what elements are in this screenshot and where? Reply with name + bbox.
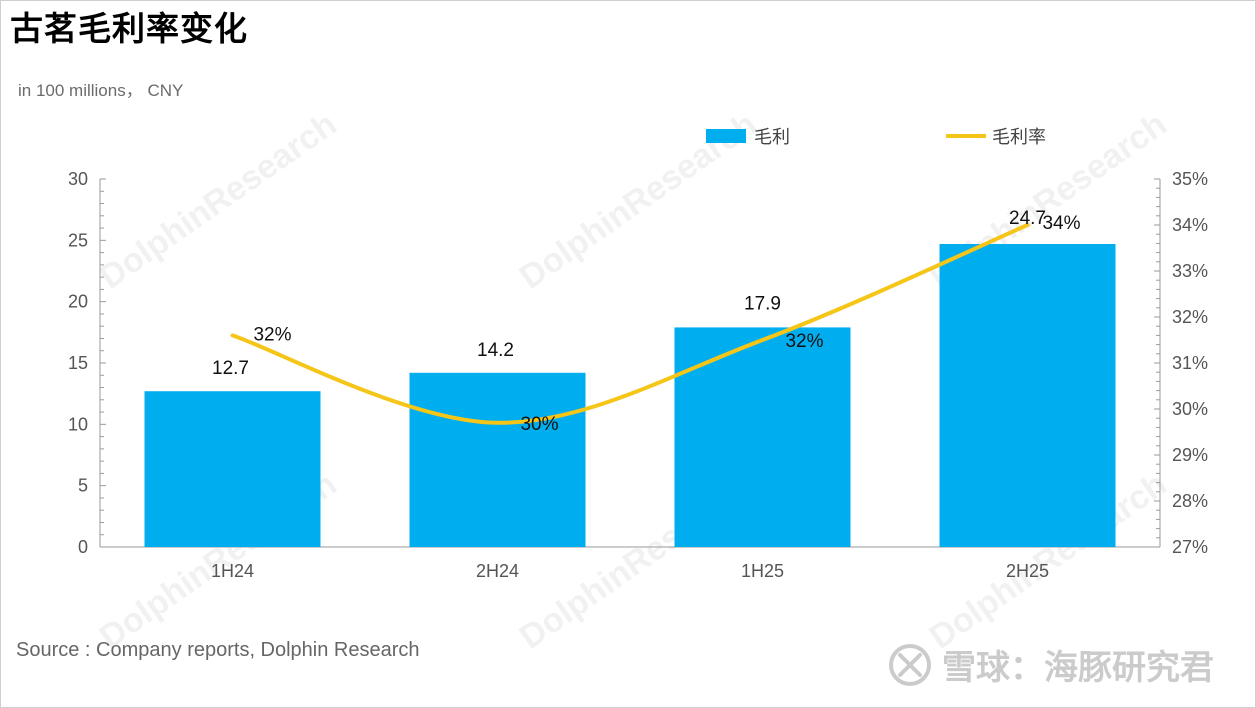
bar-value-label: 17.9	[744, 293, 781, 314]
y-right-tick-label: 28%	[1172, 491, 1208, 511]
x-tick-label: 2H24	[476, 561, 519, 581]
unit-note: in 100 millions， CNY	[18, 81, 184, 100]
legend-bar-label: 毛利	[754, 127, 790, 148]
chart-title: 古茗毛利率变化	[10, 9, 248, 48]
y-left-tick-label: 5	[78, 476, 88, 496]
x-tick-label: 2H25	[1006, 561, 1049, 581]
y-left-tick-label: 20	[68, 292, 88, 312]
y-left-tick-label: 25	[68, 230, 88, 250]
watermark-text: DolphinResearch	[93, 105, 344, 297]
brand-watermark: 雪球：海豚研究君	[888, 640, 1214, 689]
bar-value-label: 24.7	[1009, 208, 1046, 229]
line-value-label: 32%	[785, 331, 823, 352]
line-series	[230, 223, 1030, 425]
legend: 毛利 毛利率	[706, 127, 1046, 148]
axes: 0 5 10 15 20 25 30 27% 28% 29% 30% 31% 32% 33% 34% 35% 1…	[68, 169, 1208, 581]
y-right-tick-label: 34%	[1172, 215, 1208, 235]
bar-value-label: 14.2	[477, 340, 514, 361]
y-right-tick-label: 29%	[1172, 445, 1208, 465]
source-note: Source : Company reports, Dolphin Resear…	[16, 639, 420, 661]
y-right-tick-label: 33%	[1172, 261, 1208, 281]
y-right-tick-label: 30%	[1172, 399, 1208, 419]
legend-bar-swatch	[706, 129, 746, 143]
line-value-label: 34%	[1042, 213, 1080, 234]
x-tick-label: 1H25	[741, 561, 784, 581]
bar	[409, 372, 586, 547]
bar	[939, 244, 1116, 547]
y-right-tick-label: 31%	[1172, 353, 1208, 373]
y-left-tick-label: 10	[68, 414, 88, 434]
bar-series	[144, 244, 1116, 547]
legend-line-label: 毛利率	[992, 127, 1046, 148]
line-value-label: 30%	[520, 414, 558, 435]
y-left-tick-label: 30	[68, 169, 88, 189]
rate-line	[230, 223, 1030, 425]
brand-text: 雪球：海豚研究君	[942, 648, 1214, 688]
bar	[144, 391, 321, 547]
y-right-tick-label: 35%	[1172, 169, 1208, 189]
snowball-logo-icon	[889, 643, 931, 686]
data-labels: 12.7 14.2 17.9 24.7 32% 30% 32% 34%	[212, 208, 1081, 435]
x-tick-label: 1H24	[211, 561, 254, 581]
line-value-label: 32%	[253, 324, 291, 345]
y-right-tick-label: 32%	[1172, 307, 1208, 327]
bar	[674, 327, 851, 547]
y-left-tick-label: 15	[68, 353, 88, 373]
y-left-tick-label: 0	[78, 537, 88, 557]
y-right-tick-label: 27%	[1172, 537, 1208, 557]
bar-value-label: 12.7	[212, 358, 249, 379]
